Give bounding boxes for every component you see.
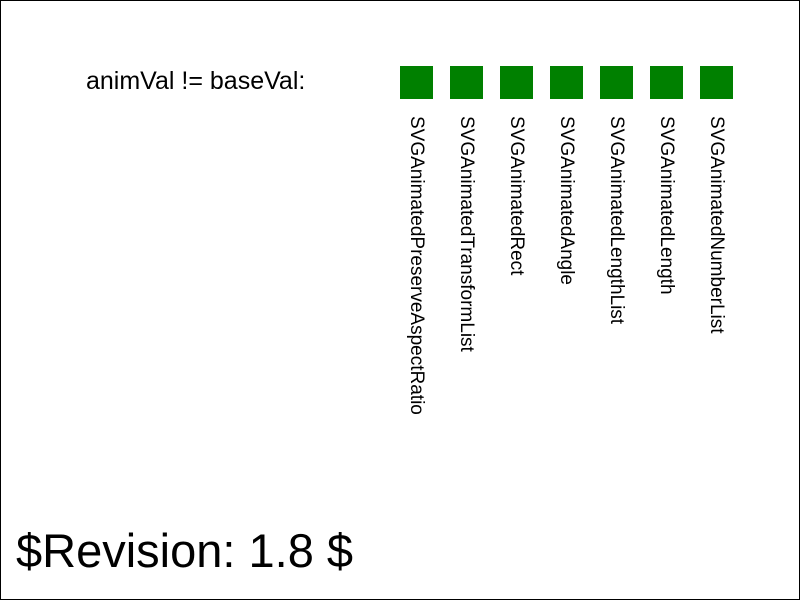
interface-label: SVGAnimatedTransformList — [456, 116, 477, 352]
revision-text: $Revision: 1.8 $ — [16, 524, 354, 577]
interface-label: SVGAnimatedRect — [506, 116, 527, 276]
interface-label: SVGAnimatedLengthList — [606, 116, 627, 325]
interface-label: SVGAnimatedPreserveAspectRatio — [406, 116, 427, 415]
result-swatch — [450, 66, 483, 99]
result-swatch — [550, 66, 583, 99]
row-label: animVal != baseVal: — [86, 67, 306, 95]
result-swatch — [400, 66, 433, 99]
result-swatch — [500, 66, 533, 99]
result-swatch — [700, 66, 733, 99]
result-swatch — [650, 66, 683, 99]
interface-label: SVGAnimatedNumberList — [706, 116, 727, 334]
result-swatch — [600, 66, 633, 99]
interface-label: SVGAnimatedAngle — [556, 116, 577, 285]
interface-label: SVGAnimatedLength — [656, 116, 677, 295]
